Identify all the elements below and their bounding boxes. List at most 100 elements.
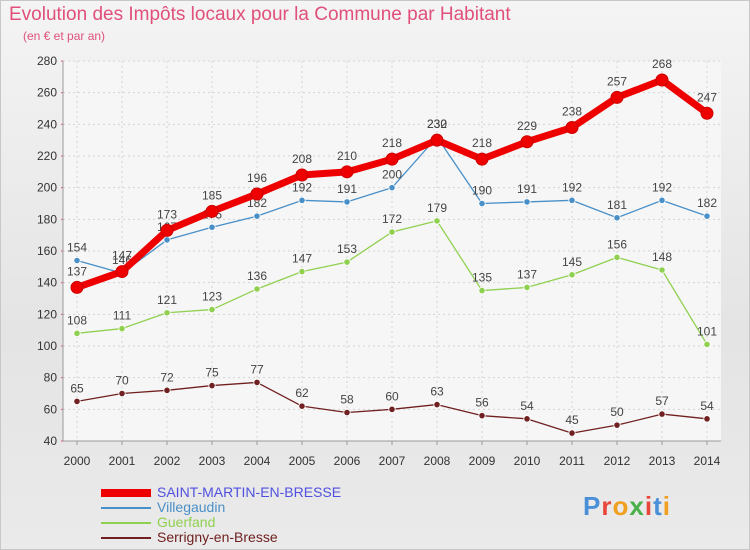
data-label: 148 [652,250,672,264]
data-label: 200 [382,168,402,182]
data-label: 70 [115,374,129,388]
data-label: 137 [67,264,87,278]
data-point [118,324,126,333]
y-tick-label: 280 [37,54,57,68]
data-label: 108 [67,313,87,327]
data-point [703,212,711,220]
x-tick-label: 2011 [559,454,585,468]
data-label: 268 [652,57,672,71]
data-point [298,402,306,410]
data-point [613,214,621,222]
x-tick-label: 2008 [424,454,451,468]
x-tick-label: 2009 [469,454,496,468]
data-label: 229 [517,119,537,133]
x-tick-label: 2003 [199,454,226,468]
data-label: 121 [157,293,177,307]
chart-subtitle: (en € et par an) [23,29,106,43]
data-label: 172 [382,212,402,226]
data-point [343,198,351,206]
data-point [253,285,261,293]
data-label: 173 [157,207,177,221]
data-point [73,256,81,265]
data-point [478,286,486,295]
data-point [343,258,351,266]
data-point [70,280,84,294]
data-point [703,340,711,349]
legend-swatch [101,537,151,539]
data-label: 145 [562,255,582,269]
x-tick-label: 2001 [109,454,136,468]
data-label: 218 [382,136,402,150]
legend-label: Villegaudin [157,499,226,515]
y-tick-label: 220 [37,149,57,163]
data-point [475,152,489,166]
y-tick-label: 40 [44,434,58,448]
data-label: 238 [562,105,582,119]
data-point [208,305,216,314]
data-point [388,228,396,236]
y-tick-label: 260 [37,86,57,100]
data-label: 135 [472,271,492,285]
data-label: 182 [697,196,717,210]
x-tick-label: 2005 [289,454,316,468]
data-point [343,408,351,417]
data-point [250,187,264,201]
data-point [478,199,486,208]
data-point [700,106,714,120]
data-point [118,389,126,398]
data-label: 247 [697,90,717,104]
x-tick-label: 2004 [244,454,271,468]
data-label: 154 [67,241,87,255]
data-label: 218 [472,136,492,150]
data-label: 123 [202,290,222,304]
x-tick-label: 2013 [649,454,676,468]
data-label: 75 [205,366,219,380]
data-point [163,236,171,244]
data-label: 230 [427,117,447,131]
y-tick-label: 180 [37,212,57,226]
data-point [253,378,261,387]
data-label: 72 [160,370,174,384]
data-point [163,309,171,317]
data-point [568,429,576,437]
data-label: 54 [700,399,714,413]
data-label: 156 [607,237,627,251]
data-label: 147 [292,252,312,266]
data-point [73,329,81,337]
data-point [298,196,306,204]
data-point [340,165,354,179]
data-label: 208 [292,152,312,166]
data-point [610,90,624,104]
data-label: 191 [337,182,357,196]
data-point [523,283,531,292]
data-label: 137 [517,267,537,281]
legend-label: Guerfand [157,514,216,530]
data-label: 232 [427,117,447,131]
data-point [208,223,216,231]
data-label: 192 [562,180,582,194]
data-point [613,253,621,261]
legend-label: SAINT-MARTIN-EN-BRESSE [157,484,342,500]
y-tick-label: 240 [37,117,57,131]
data-label: 257 [607,74,627,88]
y-tick-label: 160 [37,244,57,258]
legend-swatch [101,507,151,509]
y-tick-label: 80 [44,371,58,385]
x-tick-label: 2007 [379,454,406,468]
data-point [703,415,711,423]
data-label: 60 [385,389,399,403]
y-tick-label: 140 [37,276,57,290]
data-point [658,410,666,418]
data-label: 57 [655,394,669,408]
data-label: 196 [247,171,267,185]
data-point [613,421,621,429]
data-point [163,386,171,394]
data-label: 192 [292,180,312,194]
y-tick-label: 120 [37,307,57,321]
data-label: 181 [607,198,627,212]
data-label: 191 [517,182,537,196]
data-label: 58 [340,393,354,407]
data-point [658,266,666,274]
data-point [520,135,534,149]
x-tick-label: 2006 [334,454,361,468]
